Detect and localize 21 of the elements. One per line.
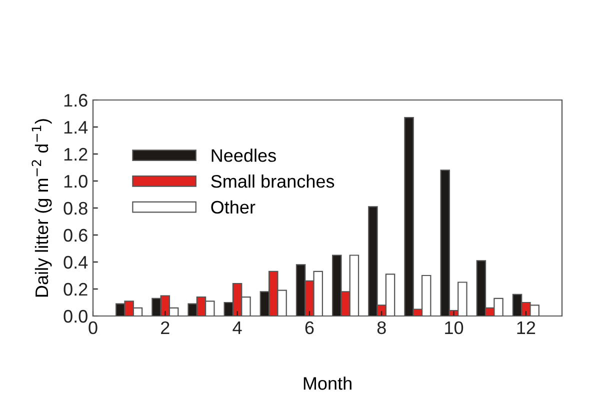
x-tick-label: 8 xyxy=(377,321,386,334)
y-tick-label: 1.4 xyxy=(64,121,88,134)
y-tick-label: 1.0 xyxy=(64,174,88,188)
x-axis-title: Month xyxy=(304,376,352,390)
y-tick-label: 0.4 xyxy=(64,256,88,269)
y-tick-label: 1.6 xyxy=(64,94,88,107)
y-tick-label: 1.2 xyxy=(64,148,88,161)
x-tick-label: 10 xyxy=(445,321,464,334)
legend-label: Other xyxy=(211,200,256,214)
y-tick-label: 0.8 xyxy=(64,202,88,215)
legend-label: Small branches xyxy=(211,174,334,188)
x-tick-label: 0 xyxy=(88,321,98,334)
x-tick-label: 2 xyxy=(161,321,170,334)
x-tick-label: 6 xyxy=(305,321,314,334)
x-tick-label: 4 xyxy=(232,322,242,334)
y-tick-label: 0.2 xyxy=(64,282,88,296)
legend-label: Needles xyxy=(212,148,276,162)
x-tick-label: 12 xyxy=(517,321,536,334)
y-axis-title: Daily litter (g m$^{−2}$ d$^{−1}$) xyxy=(32,119,52,297)
y-tick-label: 0.0 xyxy=(64,310,88,323)
y-tick-label: 0.6 xyxy=(64,228,88,242)
